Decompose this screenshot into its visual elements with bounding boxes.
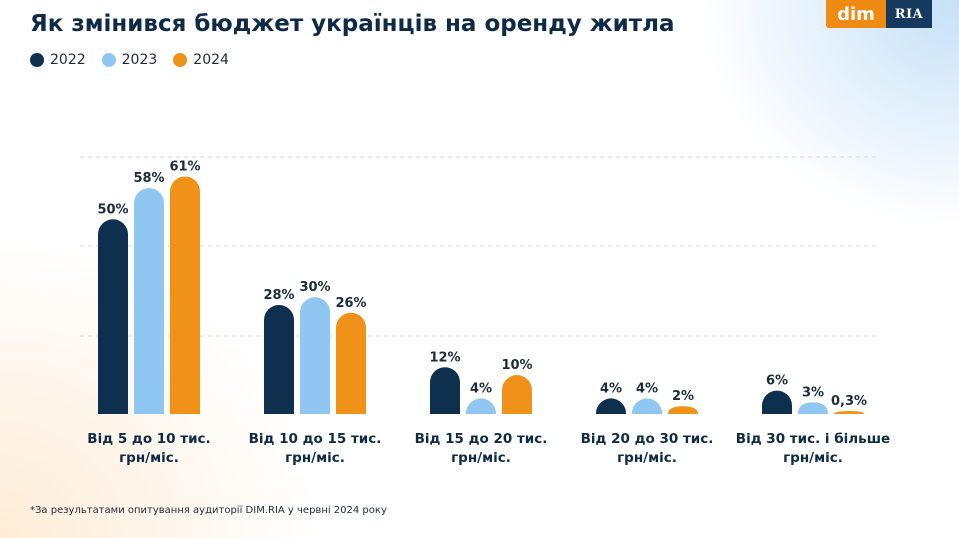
- data-label-2023-cat3: 4%: [636, 381, 658, 396]
- category-label-2-line0: Від 15 до 20 тис.: [415, 431, 548, 447]
- category-label-0-line1: грн/міс.: [119, 450, 179, 466]
- data-label-2023-cat4: 3%: [802, 385, 824, 400]
- bar-2023-cat0: [134, 188, 164, 414]
- bar-2024-cat2: [502, 375, 532, 414]
- category-label-3-line1: грн/міс.: [617, 450, 677, 466]
- category-label-1-line1: грн/міс.: [285, 450, 345, 466]
- data-label-2023-cat1: 30%: [299, 280, 330, 295]
- data-label-2022-cat4: 6%: [766, 374, 788, 389]
- category-label-0-line0: Від 5 до 10 тис.: [87, 431, 210, 447]
- category-label-2-line1: грн/міс.: [451, 450, 511, 466]
- legend-item-2024: 2024: [173, 52, 229, 68]
- bar-2023-cat2: [466, 398, 496, 414]
- category-label-4-line0: Від 30 тис. і більше: [736, 431, 890, 447]
- legend-label-2024: 2024: [193, 52, 229, 68]
- data-label-2024-cat2: 10%: [501, 358, 532, 373]
- bar-2024-cat0: [170, 176, 200, 414]
- chart-legend: 2022 2023 2024: [30, 50, 229, 70]
- bar-2024-cat1: [336, 312, 366, 414]
- bar-2024-cat3: [668, 406, 698, 414]
- legend-swatch-2023: [101, 53, 116, 67]
- bar-2022-cat3: [596, 398, 626, 414]
- logo-ria-text: RIA: [886, 0, 932, 28]
- data-label-2024-cat3: 2%: [672, 389, 694, 404]
- page-title: Як змінився бюджет українців на оренду ж…: [30, 11, 675, 37]
- data-label-2023-cat0: 58%: [133, 171, 164, 186]
- category-label-1-line0: Від 10 до 15 тис.: [249, 431, 382, 447]
- dimria-logo[interactable]: dim RIA: [826, 0, 932, 28]
- bar-2024-cat4: [834, 411, 864, 414]
- footnote: *За результатами опитування аудиторії DI…: [30, 505, 387, 516]
- data-label-2022-cat3: 4%: [600, 381, 622, 396]
- legend-swatch-2024: [173, 53, 188, 67]
- legend-label-2023: 2023: [121, 52, 158, 68]
- data-label-2024-cat0: 61%: [169, 159, 200, 174]
- data-label-2023-cat2: 4%: [470, 381, 492, 396]
- data-label-2024-cat4: 0,3%: [831, 394, 867, 409]
- legend-label-2022: 2022: [50, 52, 86, 68]
- data-label-2022-cat0: 50%: [97, 202, 128, 217]
- logo-dim-text: dim: [826, 0, 886, 28]
- bar-2022-cat4: [762, 390, 792, 414]
- bar-2022-cat2: [430, 367, 460, 414]
- data-label-2022-cat2: 12%: [429, 350, 460, 365]
- data-label-2024-cat1: 26%: [335, 296, 366, 311]
- legend-item-2023: 2023: [101, 52, 158, 68]
- bar-2022-cat0: [98, 219, 128, 414]
- bar-2022-cat1: [264, 304, 294, 414]
- category-label-3-line0: Від 20 до 30 тис.: [581, 431, 714, 447]
- bar-2023-cat3: [632, 398, 662, 414]
- bar-2023-cat4: [798, 402, 828, 414]
- legend-item-2022: 2022: [30, 52, 86, 68]
- legend-swatch-2022: [30, 53, 44, 67]
- bar-2023-cat1: [300, 297, 330, 414]
- category-label-4-line1: грн/міс.: [783, 450, 843, 466]
- data-label-2022-cat1: 28%: [263, 288, 294, 303]
